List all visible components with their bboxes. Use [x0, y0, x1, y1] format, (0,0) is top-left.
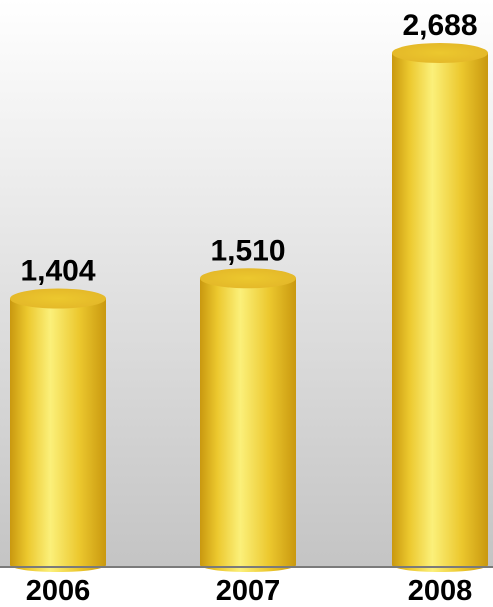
x-tick-label-2008: 2008: [408, 575, 473, 607]
bar-body: [10, 298, 106, 572]
data-label-2006: 1,404: [20, 255, 95, 288]
data-label-2007: 1,510: [210, 234, 285, 267]
bars-layer: [10, 43, 488, 572]
data-label-2008: 2,688: [402, 9, 477, 42]
bar-body: [200, 278, 296, 572]
bar-2008: [392, 43, 488, 572]
labels-layer: 1,404 2006 1,510 2007 2,688 2008: [20, 9, 477, 607]
bar-body: [392, 53, 488, 572]
bar-2007: [200, 268, 296, 572]
bar-top: [200, 268, 296, 289]
bar-2006: [10, 288, 106, 572]
x-tick-label-2007: 2007: [216, 575, 281, 607]
bar-top: [392, 43, 488, 63]
bar-top: [10, 288, 106, 309]
x-tick-label-2006: 2006: [26, 575, 91, 607]
